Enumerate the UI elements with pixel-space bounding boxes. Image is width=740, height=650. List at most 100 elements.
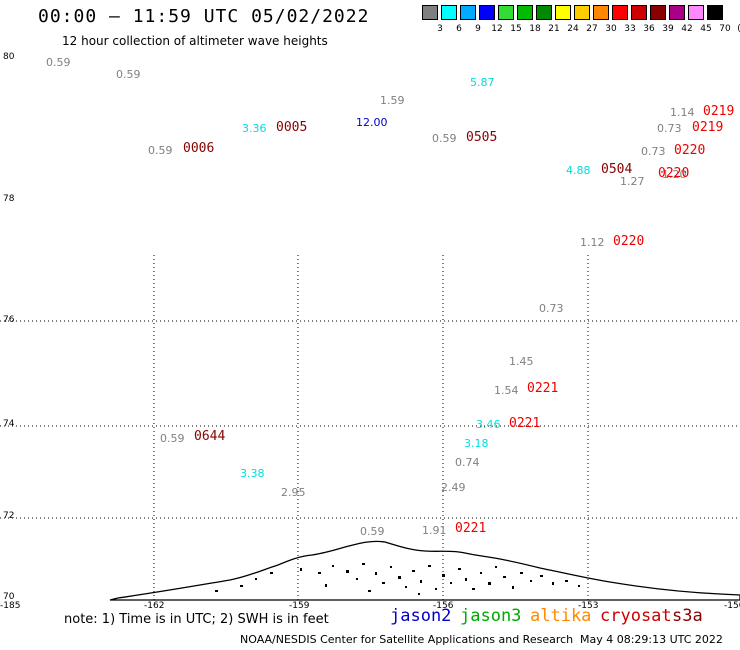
footnote: note: 1) Time is in UTC; 2) SWH is in fe… xyxy=(64,612,329,627)
swh-value: 0.59 xyxy=(148,144,173,157)
lat-label: 80 xyxy=(3,52,15,62)
legend-swatch xyxy=(631,5,647,20)
legend-swatch xyxy=(422,5,438,20)
legend-label: 6 xyxy=(456,24,462,34)
swh-value: 1.14 xyxy=(670,106,695,119)
north-slope-coast xyxy=(109,540,740,601)
pass-time: 0220 xyxy=(613,234,645,249)
generated-timestamp: May 4 08:29:13 UTC 2022 xyxy=(580,633,723,646)
legend-swatch xyxy=(650,5,666,20)
swh-value: 1.20 xyxy=(662,168,687,181)
swh-value: 0.59 xyxy=(116,68,141,81)
swh-value: 0.59 xyxy=(46,56,71,69)
swh-value: 0.73 xyxy=(539,302,564,315)
legend-label: 15 xyxy=(510,24,522,34)
swh-value: 0.59 xyxy=(360,525,385,538)
swh-value: 0.74 xyxy=(455,456,480,469)
swh-value: 1.54 xyxy=(494,384,519,397)
lat-label: 72 xyxy=(3,511,15,521)
lakes xyxy=(215,563,580,595)
pass-time: 0005 xyxy=(276,120,308,135)
legend-label: 39 xyxy=(662,24,674,34)
swh-value: 1.45 xyxy=(509,355,534,368)
swh-value: 0.59 xyxy=(432,132,457,145)
satellite-cryosat: cryosat xyxy=(600,606,672,626)
satellite-s3a: s3a xyxy=(672,606,703,626)
pass-time: 0219 xyxy=(703,104,735,119)
lon-label: -153 xyxy=(578,601,599,611)
pass-time: 0221 xyxy=(509,416,541,431)
pass-time: 0504 xyxy=(601,162,633,177)
legend-label: 70 xyxy=(719,24,731,34)
legend-label: 21 xyxy=(548,24,560,34)
pass-time: 0220 xyxy=(658,166,690,181)
swh-value: 0.59 xyxy=(160,432,185,445)
legend-label: 27 xyxy=(586,24,598,34)
legend-label: 30 xyxy=(605,24,617,34)
legend-label: 9 xyxy=(475,24,481,34)
swh-value: 0.73 xyxy=(641,145,666,158)
swh-value: 1.91 xyxy=(422,524,447,537)
pass-time: 0644 xyxy=(194,429,226,444)
satellite-jason3: jason3 xyxy=(460,606,522,626)
legend-label: 12 xyxy=(491,24,503,34)
swh-value: 2.49 xyxy=(441,481,466,494)
lon-label: -150 xyxy=(724,601,740,611)
lat-label: 76 xyxy=(3,315,15,325)
swh-value: 3.38 xyxy=(240,467,265,480)
swh-value: 3.46 xyxy=(476,418,501,431)
swh-value: 2.95 xyxy=(281,486,306,499)
lon-label: -159 xyxy=(289,601,310,611)
lon-label: -156 xyxy=(433,601,454,611)
legend-label: (ft) xyxy=(734,24,740,34)
legend-swatch xyxy=(460,5,476,20)
swh-value: 1.27 xyxy=(620,175,645,188)
chart-subtitle: 12 hour collection of altimeter wave hei… xyxy=(62,34,328,48)
pass-time: 0220 xyxy=(674,143,706,158)
graticule xyxy=(0,255,740,600)
legend-swatch xyxy=(498,5,514,20)
pass-time: 0219 xyxy=(692,120,724,135)
legend-label: 3 xyxy=(437,24,443,34)
lon-label: -185 xyxy=(0,601,21,611)
legend-swatch xyxy=(688,5,704,20)
legend-swatch xyxy=(593,5,609,20)
legend-swatch xyxy=(479,5,495,20)
satellite-altika: altika xyxy=(530,606,592,626)
legend-swatch xyxy=(669,5,685,20)
swh-value: 3.18 xyxy=(464,437,489,450)
satellite-jason2: jason2 xyxy=(390,606,452,626)
legend-label: 45 xyxy=(700,24,712,34)
legend-swatch xyxy=(574,5,590,20)
swh-value: 0.73 xyxy=(657,122,682,135)
lat-label: 78 xyxy=(3,194,15,204)
legend-label: 18 xyxy=(529,24,541,34)
legend-swatch xyxy=(555,5,571,20)
legend-swatch xyxy=(612,5,628,20)
legend-label: 36 xyxy=(643,24,655,34)
pass-time: 0006 xyxy=(183,141,215,156)
legend-label: 33 xyxy=(624,24,636,34)
swh-value: 1.59 xyxy=(380,94,405,107)
pass-time: 0221 xyxy=(527,381,559,396)
swh-value: 5.87 xyxy=(470,76,495,89)
lon-label: -162 xyxy=(144,601,165,611)
legend-swatch xyxy=(536,5,552,20)
legend-label: 24 xyxy=(567,24,579,34)
pass-time: 0221 xyxy=(455,521,487,536)
swh-value: 4.88 xyxy=(566,164,591,177)
swh-value: 3.36 xyxy=(242,122,267,135)
legend-swatch xyxy=(517,5,533,20)
legend-label: 42 xyxy=(681,24,693,34)
swh-value: 12.00 xyxy=(356,116,388,129)
alaska-coastline xyxy=(109,540,740,601)
legend-swatch xyxy=(441,5,457,20)
pass-time: 0505 xyxy=(466,130,498,145)
chart-title: 00:00 – 11:59 UTC 05/02/2022 xyxy=(38,6,370,27)
swh-value: 1.12 xyxy=(580,236,605,249)
credit-line: NOAA/NESDIS Center for Satellite Applica… xyxy=(240,633,574,646)
lat-label: 70 xyxy=(3,592,15,602)
lat-label: 74 xyxy=(3,419,15,429)
legend-swatch xyxy=(707,5,723,20)
